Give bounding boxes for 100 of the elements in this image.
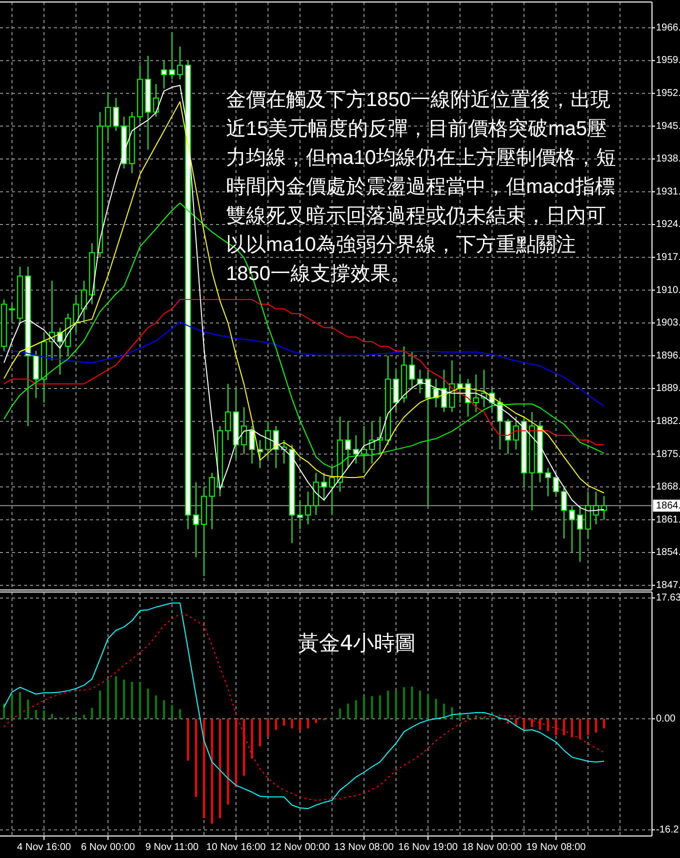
bar [539,718,541,730]
y-tick-label: 1959. [656,55,680,66]
bar [371,696,373,719]
bar [251,718,253,759]
bar [243,718,245,776]
bar [35,710,37,719]
candlestick [81,280,87,324]
candlestick [449,360,455,412]
y-tick-label: 1847. [656,580,680,591]
candlestick [273,426,279,469]
bar [467,714,469,719]
x-tick-label: 18 Nov 00:00 [462,842,522,853]
bar [11,695,13,719]
bar [147,688,149,719]
x-tick-label: 13 Nov 08:00 [334,842,394,853]
bar [443,704,445,719]
bar [107,680,109,719]
y-tick-label: 1875. [656,448,680,460]
bar [179,709,181,719]
y-tick-label: 1938. [656,154,680,165]
bar [195,718,197,797]
bar [579,718,581,739]
candlestick [393,369,399,412]
candlestick [73,294,79,333]
bar [419,690,421,719]
x-tick-label: 19 Nov 08:00 [526,842,586,853]
bar [411,686,413,719]
y-tick-label: 1903. [656,318,680,329]
bar [587,718,589,736]
y-tick-label: 1952. [656,88,680,100]
bar [259,718,261,746]
y-tick-label: 1868. [656,482,680,493]
candlestick [569,505,575,554]
candlestick [153,83,159,118]
candlestick [161,60,167,90]
line-series [4,322,604,406]
bar [83,714,85,719]
bar [99,690,101,719]
bar [235,718,237,788]
candlestick [225,383,231,441]
candlestick [473,374,479,412]
candlestick [497,397,503,450]
candlestick [369,420,375,464]
bar [115,676,117,719]
candlestick [209,472,215,530]
bar [267,718,269,737]
bar [307,718,309,728]
bar [27,700,29,719]
bar [363,696,365,719]
bar [387,690,389,719]
bar [531,718,533,728]
candlestick [297,500,303,530]
y-tick-label: 1854. [656,547,680,558]
y-tick-label: 1917. [656,252,680,263]
candlestick [305,491,311,525]
bar [379,695,381,719]
y-tick-label: 1861. [656,514,680,526]
bar [395,690,397,719]
candlestick [105,92,111,141]
candlestick [169,32,175,80]
bar [211,718,213,824]
bar [355,700,357,719]
bar [435,698,437,719]
line-series [4,299,604,446]
bar [123,680,125,719]
candlestick [553,472,559,497]
candlestick [9,304,15,324]
y-tick-label: 1966. [656,22,680,34]
candlestick [321,472,327,502]
bar [3,704,5,719]
bar [139,682,141,719]
bar [347,704,349,719]
candlestick [313,472,319,516]
bar [51,714,53,719]
bar [275,718,277,730]
bar [43,710,45,719]
bar [19,692,21,719]
bar [523,718,525,730]
candlestick [241,406,247,455]
bar [595,718,597,733]
bar [203,718,205,818]
candlestick [505,418,511,455]
bar [555,718,557,736]
candlestick [113,98,119,132]
bar [547,718,549,732]
bar [291,718,293,728]
bar [91,708,93,719]
bar [571,718,573,738]
bar [563,718,565,736]
candlestick [33,350,39,398]
bar [171,705,173,719]
annotation: 黃金4小時圖 [298,631,416,655]
candlestick [545,468,551,497]
bar [131,682,133,719]
y-tick-label: 1924. [656,219,680,230]
candlestick [265,420,271,460]
y-tick-label: 1931. [656,186,680,198]
bar [603,718,605,728]
y-tick-label: 1889. [656,383,680,394]
candlestick [417,369,423,394]
